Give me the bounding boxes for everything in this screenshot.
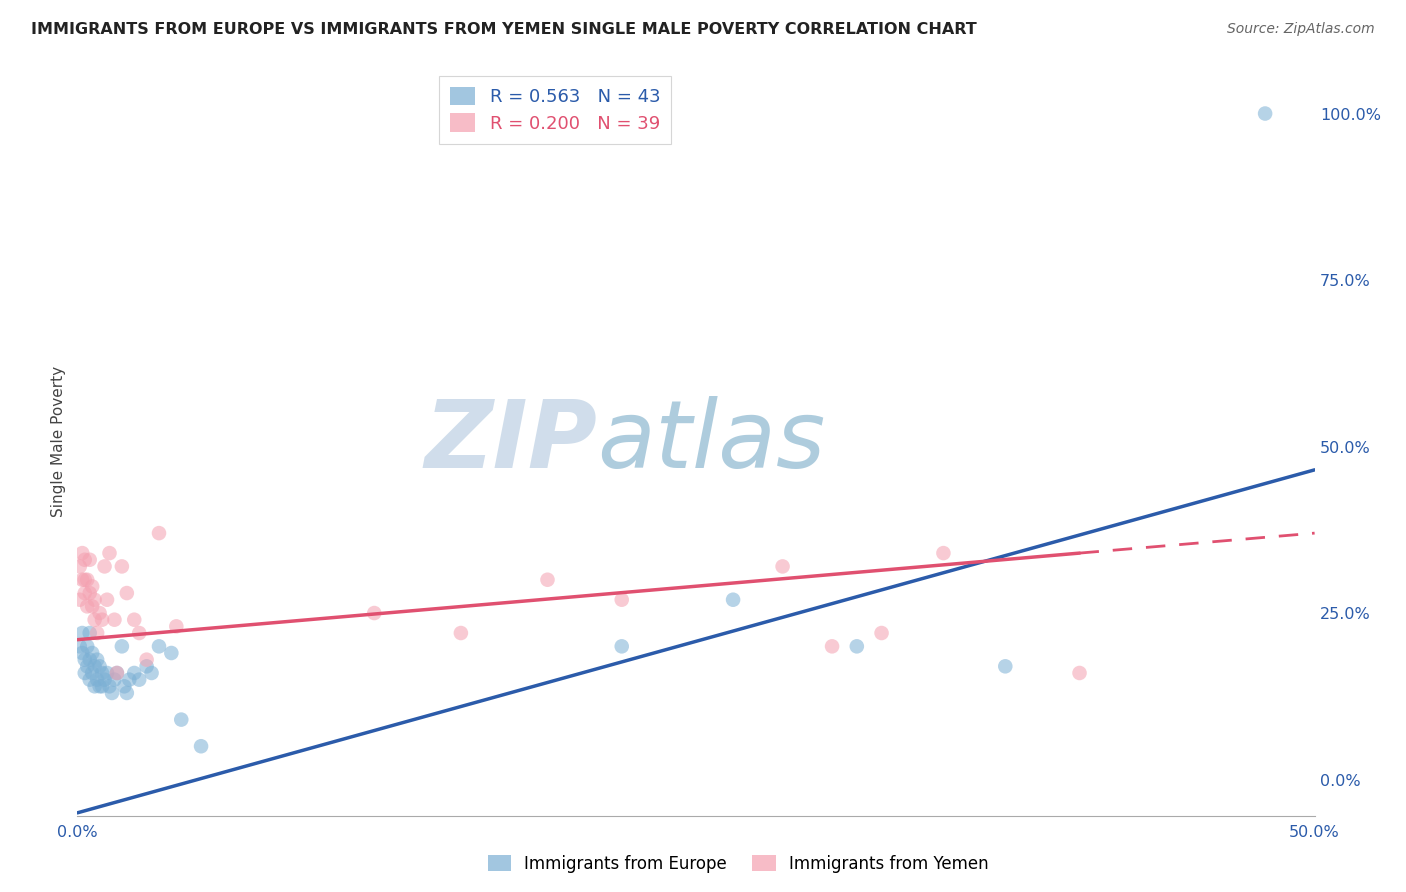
Point [101,686,124,700]
Point [72,626,94,640]
Point [128,626,150,640]
Point [870,626,893,640]
Point [115,686,138,700]
Text: ZIP: ZIP [425,395,598,488]
Point [83,659,105,673]
Point [112,679,135,693]
Point [821,640,844,654]
Point [86,626,108,640]
Point [994,659,1017,673]
Point [76,640,98,654]
Point [79,653,101,667]
Point [69,559,91,574]
Point [103,673,125,687]
Point [165,619,187,633]
Point [148,640,170,654]
Point [105,665,128,680]
Point [72,646,94,660]
Point [82,665,104,680]
Point [845,640,868,654]
Text: Source: ZipAtlas.com: Source: ZipAtlas.com [1227,22,1375,37]
Point [363,606,385,620]
Point [170,713,193,727]
Point [76,573,98,587]
Text: atlas: atlas [598,396,825,487]
Legend: R = 0.563   N = 43, R = 0.200   N = 39: R = 0.563 N = 43, R = 0.200 N = 39 [439,76,671,144]
Point [122,665,145,680]
Point [96,665,118,680]
Point [72,573,94,587]
Point [69,640,91,654]
Point [93,673,115,687]
Point [141,665,163,680]
Point [91,613,114,627]
Point [82,579,104,593]
Point [115,586,138,600]
Point [82,646,104,660]
Point [86,653,108,667]
Point [772,559,794,574]
Point [89,659,111,673]
Point [86,673,108,687]
Point [135,659,157,673]
Point [610,592,633,607]
Point [135,653,157,667]
Point [93,559,115,574]
Point [111,559,134,574]
Point [83,613,105,627]
Point [122,613,145,627]
Point [79,553,101,567]
Point [128,673,150,687]
Point [72,546,94,560]
Point [450,626,472,640]
Point [79,673,101,687]
Point [103,613,125,627]
Point [79,586,101,600]
Point [111,640,134,654]
Point [89,679,111,693]
Point [1069,665,1091,680]
Point [148,526,170,541]
Point [89,606,111,620]
Text: IMMIGRANTS FROM EUROPE VS IMMIGRANTS FROM YEMEN SINGLE MALE POVERTY CORRELATION : IMMIGRANTS FROM EUROPE VS IMMIGRANTS FRO… [31,22,977,37]
Point [1254,106,1277,120]
Point [721,592,744,607]
Point [79,626,101,640]
Point [83,679,105,693]
Point [98,546,121,560]
Point [91,679,114,693]
Point [91,665,114,680]
Point [190,739,212,754]
Point [73,665,96,680]
Point [76,659,98,673]
Point [82,599,104,614]
Point [160,646,183,660]
Point [105,665,128,680]
Legend: Immigrants from Europe, Immigrants from Yemen: Immigrants from Europe, Immigrants from … [481,848,995,880]
Y-axis label: Single Male Poverty: Single Male Poverty [51,366,66,517]
Point [118,673,141,687]
Point [73,653,96,667]
Point [98,679,121,693]
Point [610,640,633,654]
Point [76,599,98,614]
Point [83,592,105,607]
Point [73,586,96,600]
Point [69,592,91,607]
Point [536,573,558,587]
Point [73,553,96,567]
Point [96,592,118,607]
Point [932,546,955,560]
Point [73,573,96,587]
